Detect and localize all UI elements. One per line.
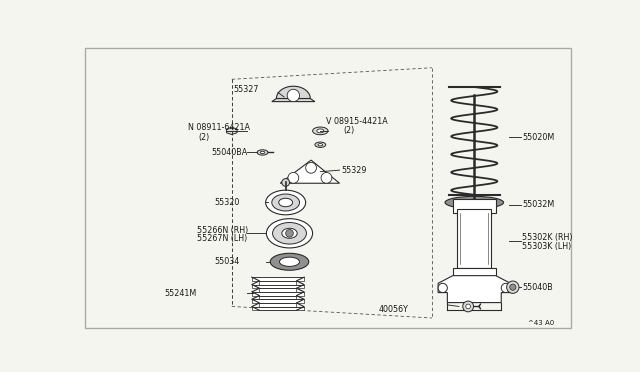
- Text: 40056Y: 40056Y: [379, 305, 409, 314]
- Polygon shape: [259, 296, 296, 299]
- Text: 55241M: 55241M: [165, 289, 197, 298]
- Text: V 08915-4421A: V 08915-4421A: [326, 117, 387, 126]
- Circle shape: [507, 281, 519, 294]
- Ellipse shape: [266, 190, 306, 215]
- Ellipse shape: [312, 127, 328, 135]
- Text: N 08911-6421A: N 08911-6421A: [188, 123, 250, 132]
- Text: (2): (2): [344, 126, 355, 135]
- Ellipse shape: [260, 151, 265, 154]
- Text: 55320: 55320: [214, 198, 239, 207]
- Circle shape: [501, 283, 511, 293]
- Polygon shape: [280, 160, 340, 183]
- Polygon shape: [259, 281, 296, 285]
- Ellipse shape: [266, 219, 312, 248]
- Polygon shape: [276, 86, 310, 99]
- Circle shape: [287, 89, 300, 102]
- Text: (2): (2): [198, 132, 210, 141]
- Ellipse shape: [445, 196, 504, 209]
- Text: ^43 A0: ^43 A0: [528, 320, 554, 326]
- Circle shape: [288, 173, 299, 183]
- Ellipse shape: [282, 228, 297, 238]
- Polygon shape: [452, 268, 496, 279]
- Circle shape: [509, 284, 516, 290]
- Circle shape: [285, 230, 293, 237]
- Circle shape: [463, 301, 474, 312]
- Polygon shape: [452, 199, 496, 216]
- Polygon shape: [438, 276, 511, 302]
- Ellipse shape: [280, 257, 300, 266]
- Polygon shape: [252, 299, 304, 303]
- Text: 55267N (LH): 55267N (LH): [197, 234, 247, 243]
- Ellipse shape: [318, 144, 323, 146]
- Polygon shape: [227, 127, 237, 135]
- Text: 55303K (LH): 55303K (LH): [522, 242, 572, 251]
- Polygon shape: [252, 285, 304, 288]
- Ellipse shape: [464, 201, 484, 205]
- Polygon shape: [252, 277, 304, 281]
- Circle shape: [466, 304, 470, 309]
- Circle shape: [282, 179, 289, 186]
- Polygon shape: [259, 288, 296, 292]
- Polygon shape: [252, 292, 304, 296]
- Ellipse shape: [272, 194, 300, 211]
- Ellipse shape: [279, 198, 292, 207]
- Text: 55302K (RH): 55302K (RH): [522, 232, 573, 242]
- Ellipse shape: [270, 253, 308, 270]
- Polygon shape: [458, 209, 492, 268]
- Circle shape: [321, 173, 332, 183]
- Text: 55266N (RH): 55266N (RH): [197, 226, 248, 235]
- Text: 55327: 55327: [233, 85, 259, 94]
- Text: 55040B: 55040B: [522, 283, 553, 292]
- Polygon shape: [259, 303, 296, 307]
- Ellipse shape: [315, 142, 326, 147]
- Circle shape: [438, 283, 447, 293]
- Ellipse shape: [317, 129, 324, 133]
- Text: 55032M: 55032M: [522, 200, 554, 209]
- Polygon shape: [272, 99, 315, 102]
- Text: 55040BA: 55040BA: [211, 148, 247, 157]
- Text: 55034: 55034: [214, 257, 239, 266]
- Text: 55020M: 55020M: [522, 132, 554, 141]
- Circle shape: [306, 163, 316, 173]
- Text: 55329: 55329: [342, 166, 367, 174]
- Ellipse shape: [273, 222, 307, 244]
- Ellipse shape: [257, 150, 268, 155]
- Polygon shape: [252, 307, 304, 310]
